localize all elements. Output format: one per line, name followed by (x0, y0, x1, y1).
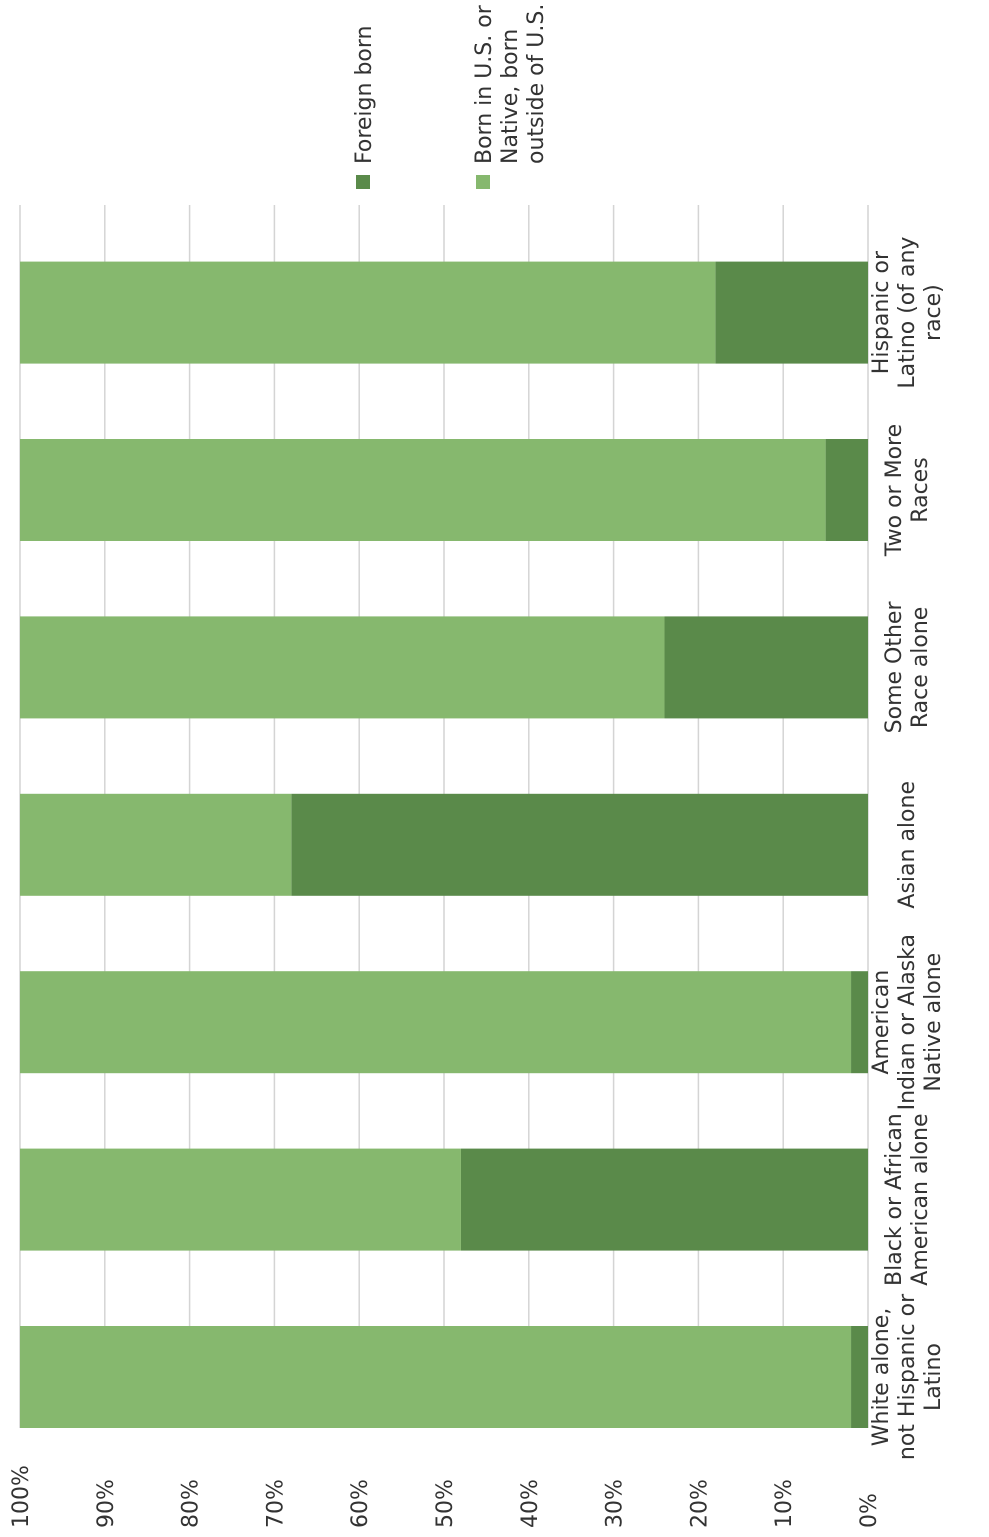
bar-segment-foreign-born (851, 971, 868, 1074)
category-label: Latino (921, 1343, 946, 1411)
legend-label: Foreign born (352, 26, 377, 164)
category-label: Hispanic or (869, 250, 894, 374)
value-tick-label: 100% (9, 1465, 34, 1528)
value-tick-label: 10% (772, 1479, 797, 1528)
bar-segment-born-in-us (20, 261, 716, 364)
value-tick-label: 80% (179, 1479, 204, 1528)
category-label: Indian or Alaska (895, 934, 920, 1110)
value-tick-label: 30% (603, 1479, 628, 1528)
bar-segment-foreign-born (291, 793, 868, 896)
value-tick-label: 0% (857, 1493, 882, 1528)
bar-segment-born-in-us (20, 793, 292, 896)
legend-swatch-born-in-us (476, 175, 490, 189)
bar-segment-born-in-us (20, 1148, 461, 1251)
value-tick-label: 50% (433, 1479, 458, 1528)
bar-segment-foreign-born (825, 439, 868, 541)
legend-label: Born in U.S. or (472, 4, 497, 164)
legend-swatch-foreign-born (356, 175, 370, 189)
legend-label: Native, born (498, 29, 523, 164)
category-label: Race alone (908, 607, 933, 728)
value-axis-tick-labels: 0% 10% 20% 30% 40% 50% 60% 70% 80% 90% 100% (9, 1465, 882, 1528)
bar-segment-foreign-born (715, 261, 868, 364)
bar-segment-born-in-us (20, 616, 665, 719)
bar-segment-foreign-born (460, 1148, 868, 1251)
category-label: Latino (of any (895, 237, 920, 389)
value-tick-label: 90% (94, 1479, 119, 1528)
category-label: White alone, (869, 1308, 894, 1447)
category-label: Native alone (921, 953, 946, 1092)
category-label: Some Other (882, 601, 907, 734)
bar-segment-foreign-born (664, 616, 868, 719)
category-label: Two or More (882, 424, 907, 557)
category-label: not Hispanic or (895, 1293, 920, 1460)
bar-segment-born-in-us (20, 439, 826, 541)
category-label: Black or African (882, 1113, 907, 1286)
bars (20, 261, 868, 1428)
category-axis-labels: White alone, not Hispanic or Latino Black o… (869, 237, 946, 1461)
bar-segment-foreign-born (851, 1326, 868, 1428)
value-tick-label: 40% (518, 1479, 543, 1528)
category-label: race) (921, 284, 946, 341)
bar-segment-born-in-us (20, 971, 852, 1074)
value-tick-label: 20% (687, 1479, 712, 1528)
legend: Foreign born Born in U.S. or Native, born o… (352, 4, 549, 189)
category-label: American alone (908, 1113, 933, 1285)
value-tick-label: 60% (348, 1479, 373, 1528)
legend-label: outside of U.S. (524, 4, 549, 164)
category-label: Races (908, 457, 933, 522)
category-label: Asian alone (895, 781, 920, 909)
bar-segment-born-in-us (20, 1326, 852, 1428)
category-label: American (869, 970, 894, 1075)
value-tick-label: 70% (263, 1479, 288, 1528)
